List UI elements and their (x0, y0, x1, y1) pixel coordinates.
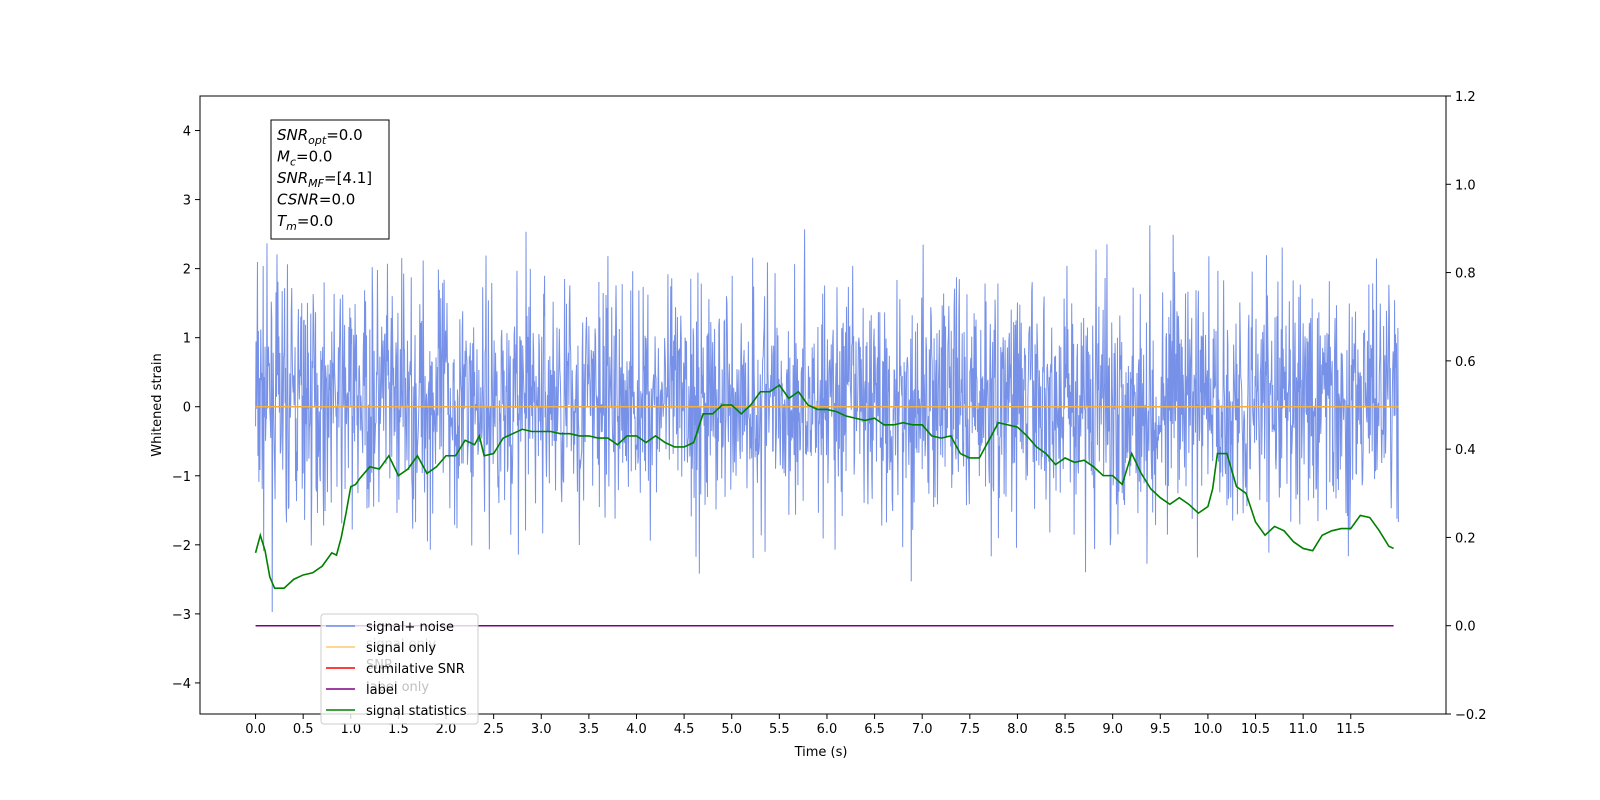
y-right-tick-label: 1.2 (1455, 90, 1476, 105)
signal-noise-series (255, 225, 1399, 612)
y-left-tick-label: −4 (172, 677, 191, 692)
x-tick-label: 3.5 (579, 722, 600, 737)
legend-ghost-text: SNR (366, 658, 393, 673)
x-tick-label: 11.5 (1336, 722, 1365, 737)
y-left-tick-label: 1 (183, 332, 191, 347)
x-tick-label: 8.0 (1007, 722, 1028, 737)
x-tick-label: 10.5 (1241, 722, 1270, 737)
x-tick-label: 5.5 (769, 722, 790, 737)
y-axis-left: −4 −3 −2 −1 0 1 2 3 4 (172, 125, 200, 692)
x-tick-label: 1.0 (340, 722, 361, 737)
x-axis-label: Time (s) (794, 745, 848, 760)
y-left-tick-label: −2 (172, 539, 191, 554)
x-tick-label: 6.0 (817, 722, 838, 737)
legend-entry-label: cumilative SNR (366, 662, 465, 677)
legend-ghost-text: signal only (366, 637, 436, 652)
signal-noise-line (255, 225, 1399, 612)
x-tick-label: 9.0 (1102, 722, 1123, 737)
plot-frame (199, 95, 1447, 715)
annotation-line: CSNR=0.0 (277, 191, 355, 209)
legend-entry-label: signal only (366, 641, 436, 656)
y-right-tick-label: 0.2 (1455, 531, 1476, 546)
y-axis-label: Whitened strain (150, 353, 165, 456)
x-tick-label: 3.0 (531, 722, 552, 737)
legend-frame (320, 613, 479, 725)
y-left-tick-label: 2 (183, 263, 191, 278)
x-tick-label: 4.5 (674, 722, 695, 737)
y-left-tick-label: −3 (172, 608, 191, 623)
annotation-frame (270, 119, 390, 240)
x-tick-label: 7.5 (959, 722, 980, 737)
y-right-tick-label: 0.6 (1455, 355, 1476, 370)
y-right-tick-label: −0.2 (1455, 708, 1487, 723)
y-left-tick-label: 0 (183, 401, 191, 416)
annotation-line: Tm=0.0 (277, 212, 333, 233)
x-tick-label: 1.5 (388, 722, 409, 737)
legend-entry-label: signal statistics (366, 704, 467, 719)
x-tick-label: 2.0 (436, 722, 457, 737)
y-left-tick-label: 4 (183, 125, 191, 140)
x-tick-label: 5.0 (721, 722, 742, 737)
x-tick-label: 6.5 (864, 722, 885, 737)
x-tick-label: 0.0 (245, 722, 266, 737)
annotation-line: Mc=0.0 (277, 148, 332, 169)
x-tick-label: 0.5 (293, 722, 314, 737)
x-tick-label: 7.0 (912, 722, 933, 737)
y-left-tick-label: 3 (183, 194, 191, 209)
annotation-line: SNRMF=[4.1] (277, 169, 372, 190)
y-right-tick-label: 0.8 (1455, 267, 1476, 282)
x-tick-label: 2.5 (483, 722, 504, 737)
y-left-tick-label: −1 (172, 470, 191, 485)
legend-entry-label: label (366, 683, 397, 698)
legend: SNR signal only label only signal+ noise sig… (320, 613, 479, 725)
x-tick-label: 8.5 (1055, 722, 1076, 737)
annotation-line: SNRopt=0.0 (277, 126, 363, 147)
y-right-tick-label: 1.0 (1455, 178, 1476, 193)
y-right-tick-label: 0.0 (1455, 620, 1476, 635)
signal-statistics-line (254, 384, 1394, 589)
x-tick-label: 9.5 (1150, 722, 1171, 737)
x-axis: 0.0 0.5 1.0 1.5 2.0 2.5 3.0 3.5 4.0 4.5 5.0 5.5 6.0 6… (245, 714, 1365, 737)
legend-entry-label: signal+ noise (366, 620, 454, 635)
x-tick-label: 4.0 (626, 722, 647, 737)
x-tick-label: 10.0 (1193, 722, 1222, 737)
legend-ghost-text: label only (366, 680, 429, 695)
y-right-tick-label: 0.4 (1455, 443, 1476, 458)
y-axis-right: −0.2 0.0 0.2 0.4 0.6 0.8 1.0 1.2 (1446, 90, 1487, 723)
x-tick-label: 11.0 (1289, 722, 1318, 737)
